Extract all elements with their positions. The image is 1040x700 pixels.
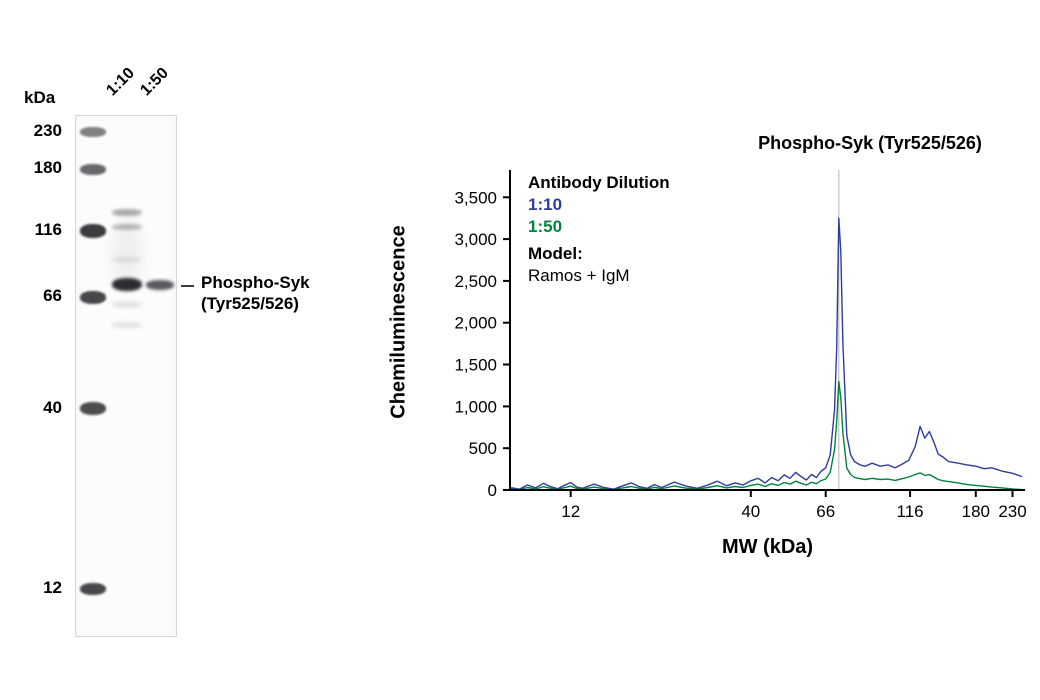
ladder-band [80,290,106,304]
protein-band [112,223,142,230]
band-annotation: Phospho-Syk (Tyr525/526) [201,272,310,314]
legend-items: 1:10 1:50 [528,194,670,238]
protein-band [112,208,142,216]
mw-marker-label: 12 [43,578,62,597]
y-tick-label: 2,000 [454,314,497,333]
ladder-band [80,127,106,138]
y-tick-label: 1,500 [454,356,497,375]
x-tick-label: 230 [998,502,1026,520]
x-tick-label: 40 [741,502,760,520]
protein-band [112,322,142,328]
x-axis-label: MW (kDa) [721,536,814,558]
band-pointer-line [181,285,194,287]
ladder-band [80,583,106,596]
ladder-band [80,402,106,416]
y-tick-label: 1,000 [454,397,497,416]
mw-marker-label: 230 [33,121,62,140]
blot-image [75,115,177,637]
mw-marker-label: 40 [43,398,62,417]
x-tick-label: 66 [816,502,835,520]
y-tick-label: 0 [488,481,497,500]
chart-title: Phospho-Syk (Tyr525/526) [758,133,982,153]
protein-band [112,216,142,287]
y-tick-label: 3,000 [454,230,497,249]
mw-marker-label: 66 [43,286,62,305]
lane-label: 1:10 [103,64,138,100]
legend-title: Antibody Dilution [528,173,670,192]
x-tick-label: 12 [561,502,580,520]
legend-model-value: Ramos + IgM [528,266,630,285]
y-tick-label: 500 [469,439,497,458]
ladder-band [80,223,106,238]
protein-band [112,277,142,291]
series-line-1:50 [509,380,1023,491]
mw-marker-label: 180 [33,158,62,177]
series-line-1:10 [509,217,1023,490]
x-tick-label: 180 [962,502,990,520]
legend-item: 1:10 [528,195,563,214]
chemiluminescence-plot: 0 500 1,000 1,500 2,000 2,500 3,000 3,500 12 40 66… [454,170,1027,520]
lane-label: 1:50 [137,64,172,100]
band-annotation-line1: Phospho-Syk [201,273,310,292]
protein-band [112,301,142,307]
x-tick-label: 116 [897,502,924,520]
band-annotation-line2: (Tyr525/526) [201,294,299,313]
legend-item: 1:50 [528,217,563,236]
y-axis-label: Chemiluminescence [387,225,410,419]
protein-band [146,280,174,290]
y-tick-label: 2,500 [454,272,497,291]
legend: Antibody Dilution 1:10 1:50 Model: Ramos … [528,172,670,287]
kda-axis-label: kDa [24,88,56,107]
y-tick-label: 3,500 [454,188,497,207]
protein-band [112,256,142,262]
ladder-band [80,163,106,175]
mw-marker-label: 116 [34,220,62,239]
legend-model-label: Model: [528,244,583,263]
